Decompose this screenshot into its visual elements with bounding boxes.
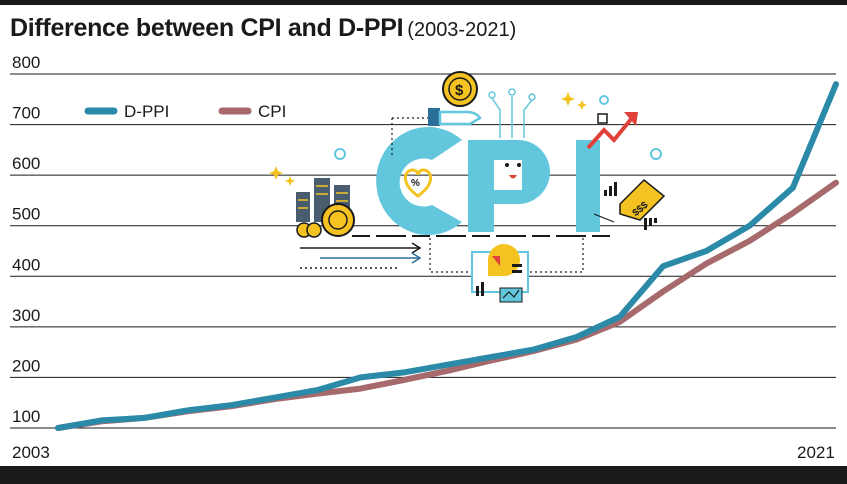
dashboard-chart-icon: [471, 244, 529, 303]
hand-icon: [428, 108, 482, 126]
bottom-rule: [0, 466, 847, 484]
letter-i-shape: [576, 140, 600, 232]
decorative-circles: [334, 95, 662, 160]
dppi-series-line: [55, 81, 839, 431]
arrow-lines: [300, 242, 422, 269]
trend-arrow-icon: [586, 112, 638, 150]
coins-icon: [296, 203, 355, 238]
heart-percent-icon: %: [403, 168, 433, 198]
cpi-letters: [376, 127, 600, 236]
top-rule: [0, 0, 847, 5]
chart-title-line: Difference between CPI and D-PPI (2003-20…: [10, 14, 516, 43]
sparkle-icon: [269, 92, 587, 186]
chart-title: Difference between CPI and D-PPI: [10, 14, 404, 42]
svg-text:$: $: [455, 82, 464, 99]
coin-dollar-icon: $: [442, 71, 478, 107]
smiley-face-icon: [505, 163, 521, 179]
y-tick-label-500: 500: [12, 205, 40, 224]
y-tick-label-600: 600: [12, 154, 40, 173]
grid-lines: [10, 73, 836, 429]
price-tag-icon: $$$: [593, 178, 666, 223]
chart-subtitle: (2003-2021): [407, 19, 517, 41]
legend-label-cpi: CPI: [258, 102, 286, 121]
x-tick-label-start: 2003: [12, 443, 50, 462]
y-tick-label-400: 400: [12, 255, 40, 274]
y-tick-label-700: 700: [12, 104, 40, 123]
legend: D-PPI CPI: [84, 102, 286, 121]
y-tick-label-200: 200: [12, 356, 40, 375]
y-tick-label-800: 800: [12, 53, 40, 72]
circuit-lines: [391, 117, 584, 273]
bar-chart-icon: [604, 182, 657, 230]
y-axis-ticks: 100 200 300 400 500 600 700 800: [12, 53, 40, 426]
letter-c-shape: [376, 127, 462, 236]
antenna-lines: [488, 88, 536, 138]
y-tick-label-100: 100: [12, 407, 40, 426]
cpi-illustration: %: [269, 71, 666, 303]
x-tick-label-end: 2021: [797, 443, 835, 462]
y-tick-label-300: 300: [12, 306, 40, 325]
legend-label-dppi: D-PPI: [124, 102, 169, 121]
svg-text:%: %: [411, 178, 420, 189]
